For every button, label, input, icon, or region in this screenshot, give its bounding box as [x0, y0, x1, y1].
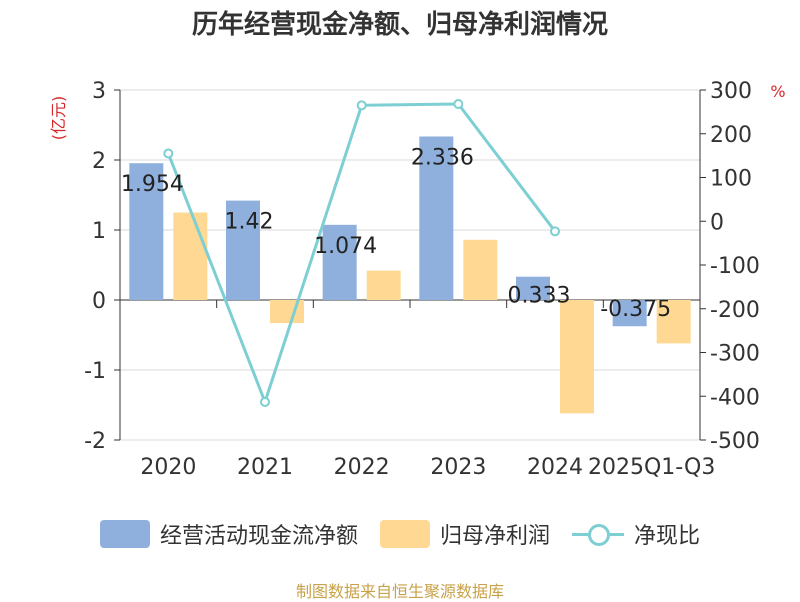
legend-label-cash-ratio: 净现比 [634, 524, 701, 549]
left-tick-label: 0 [92, 289, 106, 314]
bar-net-profit [270, 300, 304, 324]
bar-cashflow [226, 200, 260, 300]
axes: 3 2 1 0 -1 -2 300 200 100 0 -100 -200 -300 -400 -500 (亿… [49, 79, 786, 480]
source-note: 制图数据来自恒生聚源数据库 [295, 582, 504, 601]
point-cash-ratio [356, 100, 367, 111]
line-series [163, 99, 560, 407]
x-tick-label: 2025Q1-Q3 [588, 455, 715, 480]
legend-swatch-cashflow [99, 520, 150, 548]
right-tick-label: -200 [710, 298, 760, 323]
right-axis-title: % [770, 82, 785, 101]
right-tick-label: -100 [710, 254, 760, 279]
legend-item-cash-ratio[interactable]: 净现比 [572, 518, 700, 550]
right-tick-label: 300 [710, 79, 752, 104]
bar-cashflow [322, 224, 357, 300]
left-tick-label: 1 [92, 219, 106, 244]
chart-title: 历年经营现金净额、归母净利润情况 [191, 10, 608, 40]
bar-net-profit [560, 300, 594, 414]
legend-swatch-cash-ratio [572, 520, 624, 548]
data-label-cashflow: 1.074 [314, 234, 377, 259]
data-label-cashflow: 0.333 [508, 284, 571, 309]
bar-cashflow [612, 300, 647, 327]
x-tick-label: 2023 [430, 455, 486, 480]
right-tick-label: 100 [710, 167, 752, 192]
point-cash-ratio [260, 396, 270, 407]
legend-item-net-profit[interactable]: 归母净利润 [379, 518, 550, 550]
data-label-cashflow: 1.954 [121, 172, 184, 197]
right-tick-label: -300 [710, 342, 760, 367]
data-label-cashflow: 2.336 [411, 145, 474, 170]
x-tick-label: 2022 [334, 455, 390, 480]
right-tick-label: -400 [710, 385, 760, 410]
bar-net-profit [366, 270, 401, 300]
data-label-cashflow: 1.42 [225, 210, 274, 235]
legend-swatch-net-profit [379, 520, 430, 548]
bar-series [129, 136, 691, 414]
right-tick-label: -500 [710, 429, 760, 454]
legend-label-cashflow: 经营活动现金流净额 [159, 524, 358, 549]
point-cash-ratio [550, 226, 560, 237]
bar-net-profit [656, 300, 691, 344]
right-tick-label: 200 [710, 123, 752, 148]
x-tick-label: 2024 [527, 455, 583, 480]
legend: 经营活动现金流净额 归母净利润 净现比 [0, 518, 800, 550]
legend-item-cashflow[interactable]: 经营活动现金流净额 [99, 518, 358, 550]
data-label-cashflow: -0.375 [600, 297, 671, 322]
bar-net-profit [173, 212, 208, 300]
data-labels: 1.954 1.42 1.074 2.336 0.333 -0.375 [121, 145, 671, 322]
right-tick-label: 0 [710, 210, 724, 235]
left-tick-label: 3 [92, 79, 106, 104]
point-cash-ratio [163, 148, 174, 159]
left-tick-label: -1 [84, 359, 106, 384]
x-tick-label: 2021 [237, 455, 293, 480]
bar-cashflow [419, 136, 454, 300]
bar-cashflow [516, 276, 550, 300]
point-cash-ratio [453, 99, 464, 109]
left-tick-label: 2 [92, 149, 106, 174]
legend-label-net-profit: 归母净利润 [439, 524, 550, 549]
bar-cashflow [129, 163, 164, 300]
bar-net-profit [463, 239, 498, 300]
left-tick-label: -2 [84, 429, 106, 454]
left-axis-title: (亿元) [49, 96, 68, 141]
x-tick-label: 2020 [140, 455, 196, 480]
